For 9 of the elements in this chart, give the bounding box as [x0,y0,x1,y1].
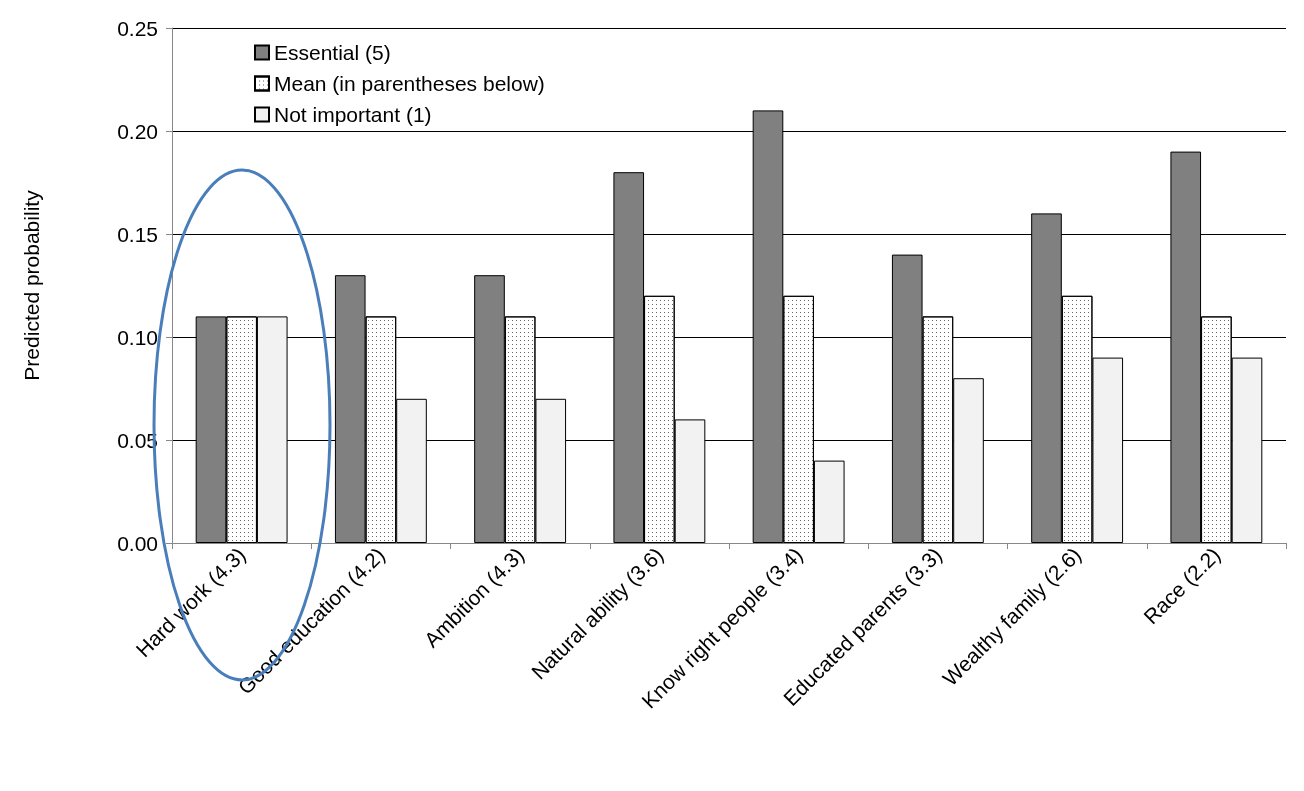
y-tick-label: 0.20 [117,119,158,143]
y-tick-label: 0.25 [117,16,158,40]
legend-label: Not important (1) [274,103,432,126]
legend-label: Mean (in parentheses below) [274,72,545,95]
y-tick-label: 0.00 [117,531,158,555]
legend-label: Essential (5) [274,41,391,64]
y-tick-label: 0.15 [117,222,158,246]
y-axis-title: Predicted probability [20,189,43,381]
y-tick-label: 0.10 [117,325,158,349]
